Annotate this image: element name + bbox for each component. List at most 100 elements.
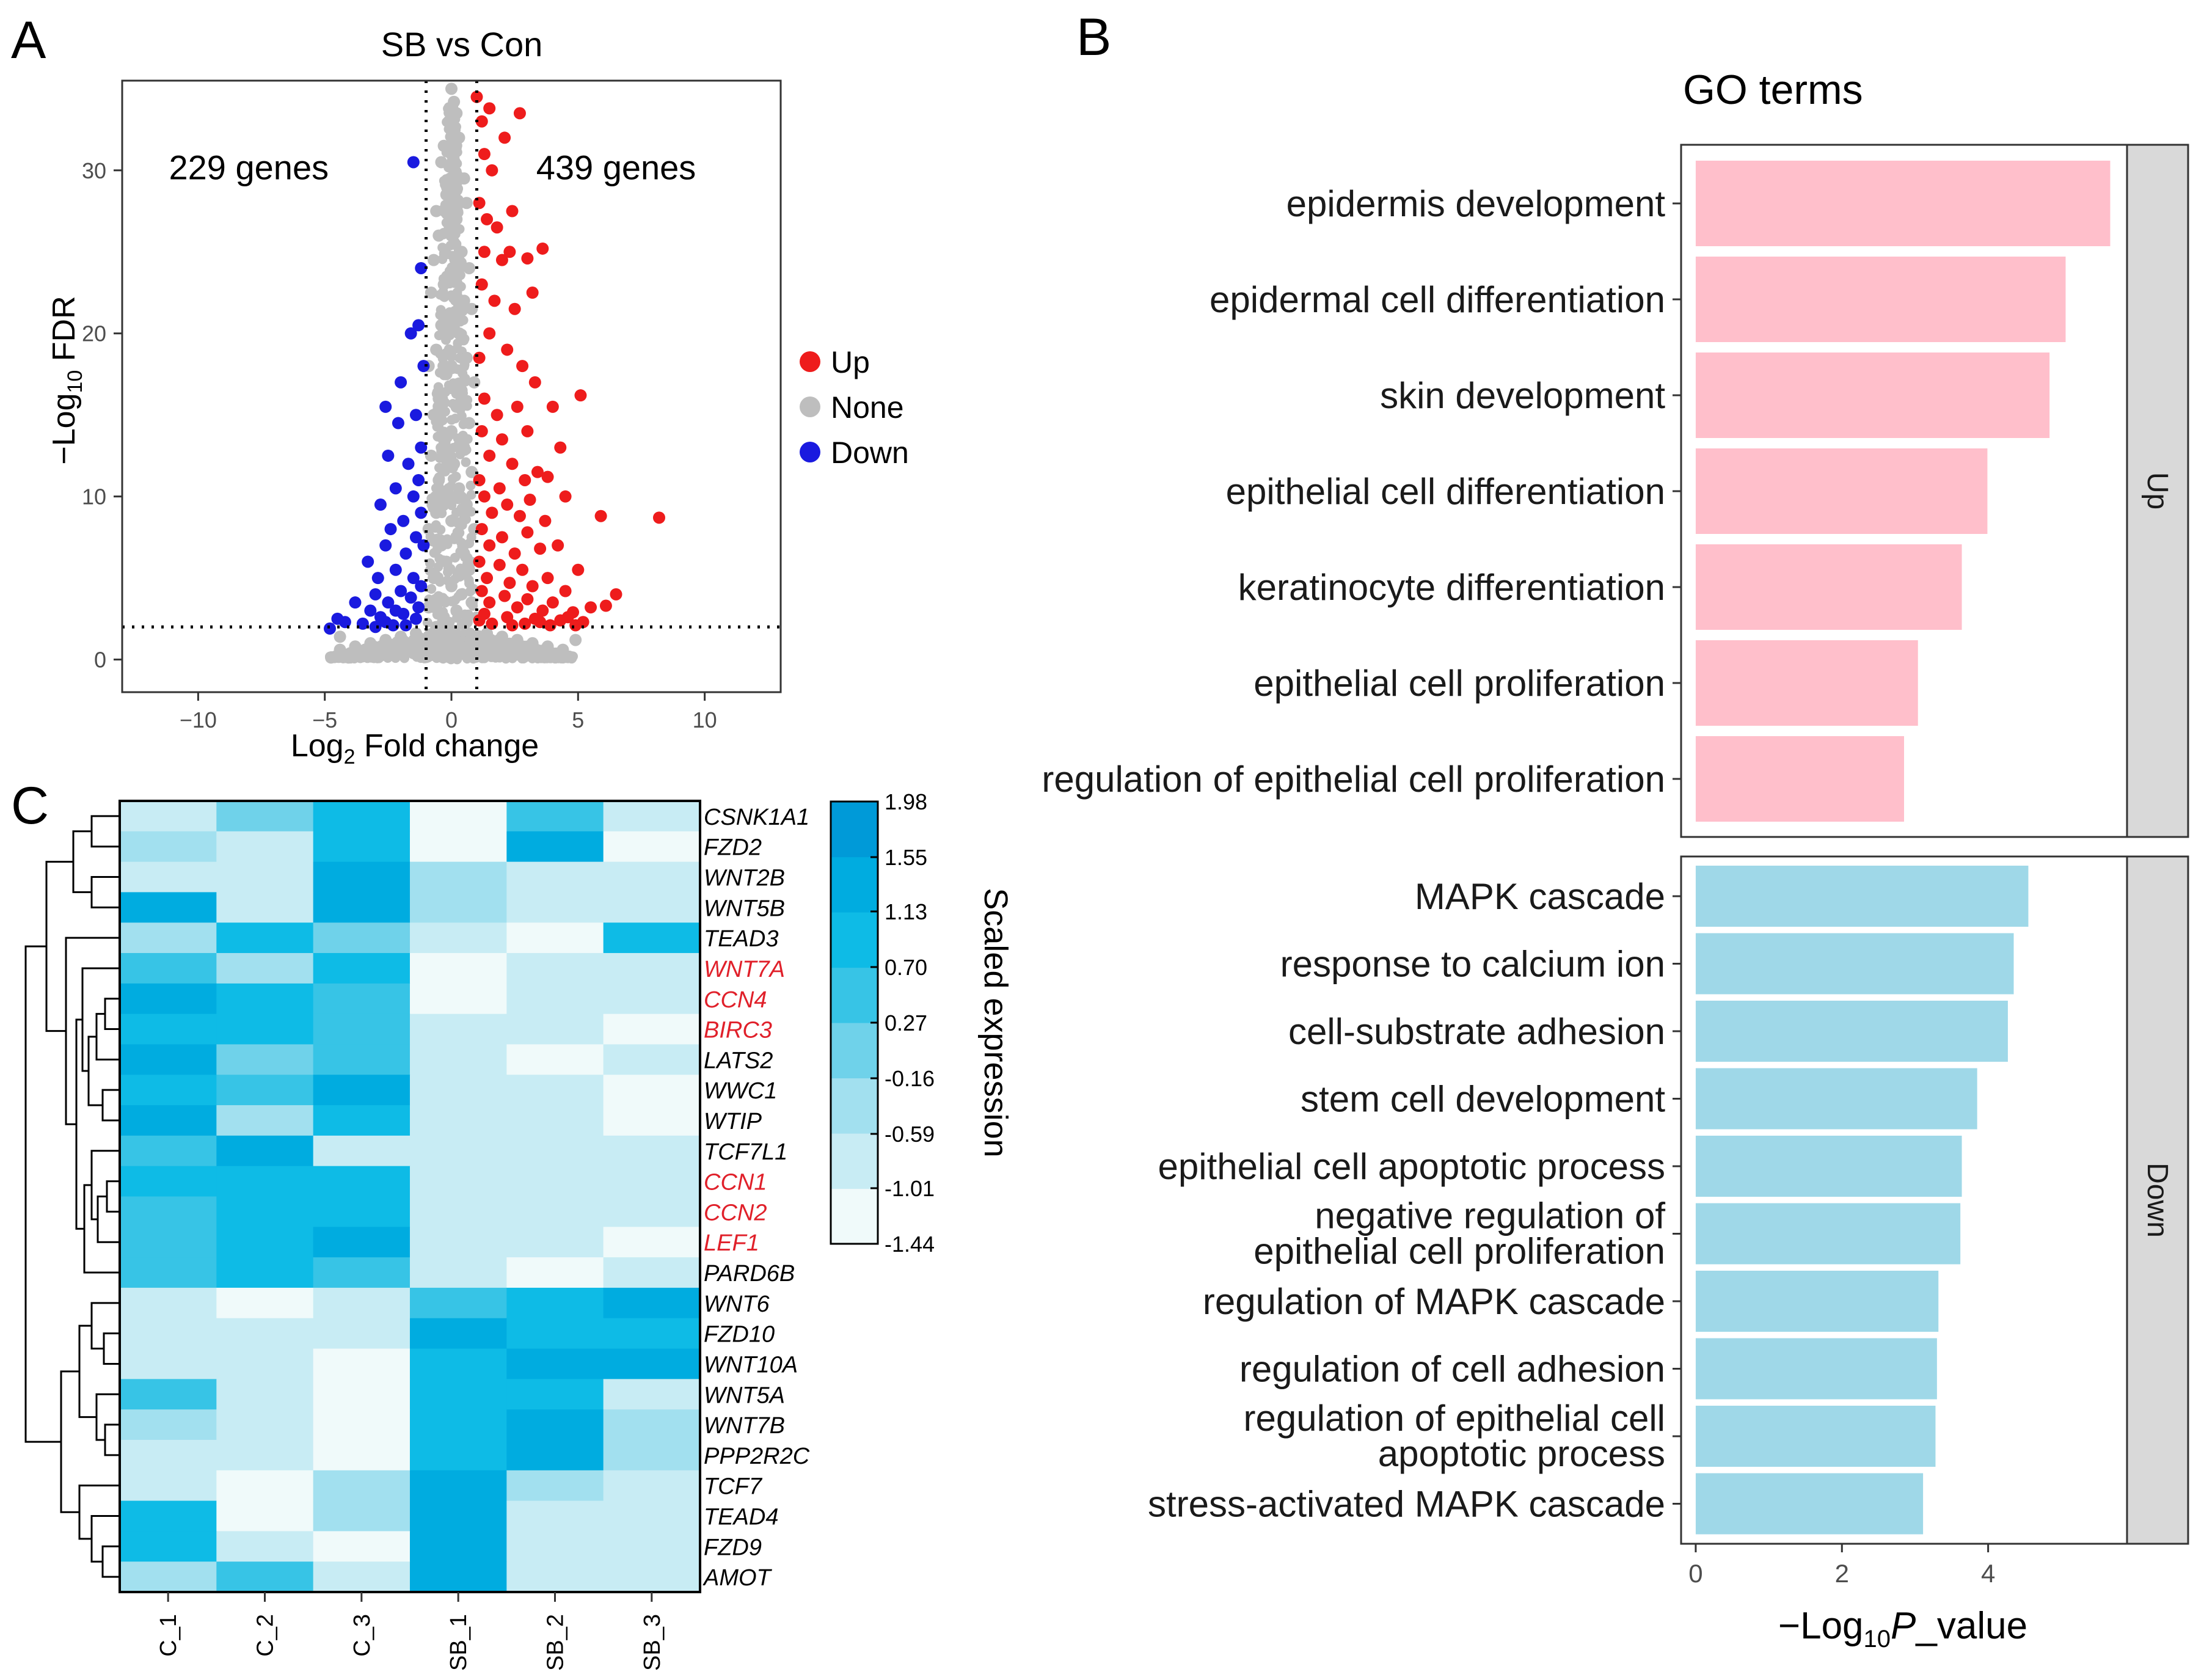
none-point [441,209,451,219]
heatmap-row-label: TEAD4 [704,1504,778,1530]
volcano-point-up [478,490,491,503]
colorbar-tick-label: -0.59 [885,1122,935,1147]
dendrogram-branch [104,1423,120,1456]
heatmap-row-label: WNT7A [704,957,785,982]
none-point [433,382,443,392]
legend-marker-none [800,396,820,417]
volcano-point-up [524,494,536,506]
heatmap-cell [216,1348,314,1379]
volcano-point-none [442,115,455,128]
heatmap-cell [506,861,604,893]
heatmap-cell [120,861,217,893]
volcano-point-none [448,270,461,283]
heatmap-cell [216,892,314,923]
volcano-point-none [448,164,461,177]
volcano-point-none [455,588,468,601]
heatmap-cell [313,1531,411,1562]
volcano-point-up [486,164,498,177]
volcano-point-none [450,107,463,120]
heatmap-cell [603,892,701,923]
volcano-point-up [552,539,564,552]
go-term-label: epithelial cell apoptotic process [1158,1146,1665,1187]
dendrogram-branch [90,1302,120,1350]
volcano-point-up [516,360,529,373]
heatmap-cell [410,1105,507,1136]
heatmap-cell [506,1287,604,1319]
heatmap-cell [120,1196,217,1227]
volcano-point-up [559,585,572,597]
colorbar-tick-label: -0.16 [885,1066,935,1091]
volcano-point-up [546,400,559,413]
panel-label-c: C [11,776,49,835]
volcano-point-up [495,254,508,266]
volcano-point-down [407,490,420,503]
volcano-series-down [323,156,430,635]
none-point [343,654,354,664]
volcano-point-up [511,400,524,413]
volcano-point-up [539,514,552,527]
volcano-point-none [404,643,417,656]
volcano-point-up [526,287,539,299]
volcano-point-up [481,213,494,225]
heatmap-cell [120,1348,217,1379]
colorbar-tick-label: 0.27 [885,1010,927,1035]
heatmap-cell [216,1075,314,1106]
y-tick-label: 30 [82,158,106,183]
none-point [452,636,462,646]
dendrogram-branch [72,830,92,893]
colorbar-tick-label: 1.55 [885,845,927,870]
heatmap-frame [119,800,701,1593]
go-chart: GO terms Up epidermis development epidermal… [1042,67,2189,1653]
go-term-label: stem cell development [1301,1079,1665,1120]
heatmap-cell [313,1257,411,1288]
volcano-point-none [458,294,470,307]
heatmap-row-label: WNT5A [704,1382,785,1408]
heatmap-cell [120,1044,217,1075]
volcano-point-none [463,563,476,576]
go-term-label: response to calcium ion [1280,944,1665,985]
heatmap-cell [120,1075,217,1106]
heatmap-cell [603,1439,701,1471]
go-bar [1695,1203,1961,1265]
volcano-point-none [463,261,476,274]
go-title: GO terms [1683,67,1863,113]
volcano-point-none [445,311,458,324]
volcano-point-none [450,531,463,544]
volcano-point-none [435,539,448,552]
volcano-point-up [495,433,508,446]
volcano-point-none [425,449,437,462]
heatmap-cell [410,1075,507,1106]
volcano-point-up [506,458,519,470]
colorbar-tick-label: -1.44 [885,1232,935,1257]
volcano-point-down [356,617,369,630]
volcano-point-none [442,490,455,503]
heatmap-cell [506,892,604,923]
volcano-point-up [470,90,483,103]
volcano-point-none [354,648,367,661]
heatmap-cell [313,892,411,923]
heatmap-cell [216,1531,314,1562]
volcano-point-up [493,558,506,571]
heatmap-cell [603,1531,701,1562]
panel-label-b: B [1076,8,1111,67]
none-point [432,422,442,432]
volcano-legend: Up None Down [800,345,909,470]
heatmap-cell [313,831,411,863]
go-term-label: regulation of MAPK cascade [1203,1281,1665,1322]
y-tick-label: 20 [82,321,106,346]
volcano-point-none [440,368,453,381]
heatmap-row-label: FZD9 [704,1535,762,1560]
heatmap-cell [120,1561,217,1593]
dendrogram-branch [106,1180,120,1213]
volcano-point-up [652,511,665,524]
volcano-point-none [430,343,443,356]
volcano-point-up [475,585,488,597]
volcano-point-none [432,646,445,659]
volcano-point-up [513,107,526,120]
heatmap-cell [410,1500,507,1532]
volcano-point-down [362,555,374,568]
heatmap-cell [410,1166,507,1197]
volcano-point-none [453,131,465,144]
heatmap-cell [410,1257,507,1288]
x-label-main: Log [291,728,344,764]
